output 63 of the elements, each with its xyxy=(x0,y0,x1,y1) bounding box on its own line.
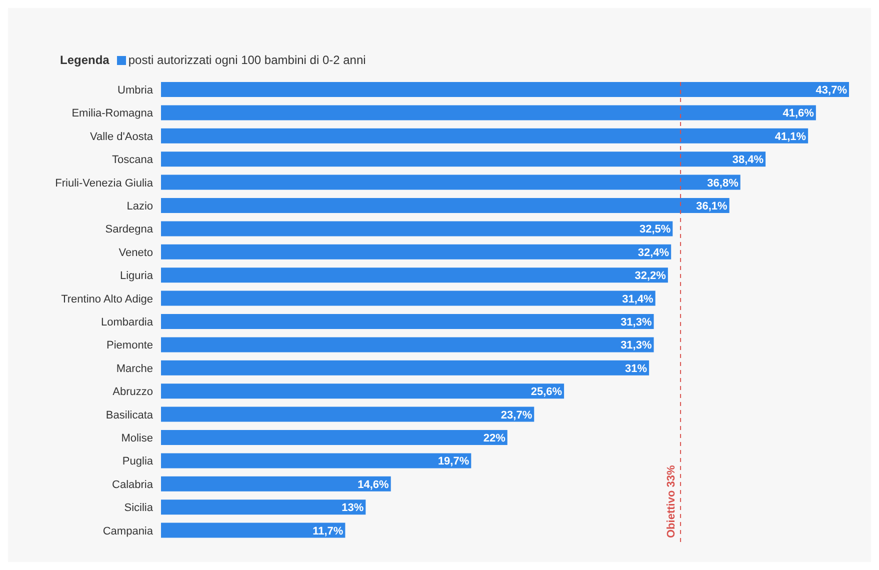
data-label: 32,2% xyxy=(634,270,666,282)
bar xyxy=(161,198,730,213)
bar xyxy=(161,174,740,190)
bar xyxy=(161,105,816,120)
y-tick-label: Molise xyxy=(121,432,153,445)
bar xyxy=(161,430,508,445)
bar xyxy=(161,82,849,97)
legend-label: posti autorizzati ogni 100 bambini di 0-2 anni xyxy=(128,53,366,67)
bar xyxy=(161,221,673,236)
bar xyxy=(161,500,366,515)
bar xyxy=(161,152,766,167)
data-label: 41,6% xyxy=(782,108,814,120)
bar xyxy=(161,476,391,492)
y-tick-label: Campania xyxy=(102,525,154,538)
y-tick-label: Trentino Alto Adige xyxy=(61,293,153,306)
data-label: 19,7% xyxy=(438,456,470,468)
y-tick-label: Calabria xyxy=(112,478,154,491)
bar xyxy=(161,384,564,399)
data-label: 31,3% xyxy=(620,316,652,328)
y-tick-label: Toscana xyxy=(112,154,154,166)
y-tick-label: Friuli-Venezia Giulia xyxy=(55,177,154,190)
data-label: 32,5% xyxy=(639,224,671,236)
y-tick-label: Abruzzo xyxy=(112,386,153,398)
bar xyxy=(161,406,534,422)
bar xyxy=(161,314,654,329)
data-label: 31% xyxy=(625,362,648,375)
y-tick-label: Valle d'Aosta xyxy=(90,130,154,143)
bar xyxy=(161,453,472,468)
y-tick-label: Basilicata xyxy=(106,409,154,422)
bar xyxy=(161,244,672,260)
bar xyxy=(161,337,654,352)
y-tick-label: Umbria xyxy=(118,84,154,97)
data-label: 14,6% xyxy=(358,478,390,491)
data-label: 41,1% xyxy=(774,130,806,143)
y-tick-label: Lombardia xyxy=(101,316,154,329)
y-tick-label: Lazio xyxy=(126,200,153,213)
data-label: 11,7% xyxy=(312,525,344,538)
data-label: 25,6% xyxy=(530,386,562,398)
y-tick-label: Liguria xyxy=(120,270,154,282)
data-label: 36,8% xyxy=(707,177,739,190)
bar xyxy=(161,522,346,538)
data-label: 31,3% xyxy=(620,340,652,352)
legend-title: Legenda xyxy=(60,53,110,67)
y-tick-label: Marche xyxy=(116,362,153,375)
y-tick-label: Sardegna xyxy=(105,224,154,236)
data-label: 13% xyxy=(342,502,364,514)
bar xyxy=(161,128,808,144)
y-tick-label: Puglia xyxy=(122,456,154,468)
bar xyxy=(161,290,656,306)
y-tick-label: Emilia-Romagna xyxy=(72,108,154,120)
bar xyxy=(161,360,650,376)
bar xyxy=(161,268,668,283)
data-label: 22% xyxy=(483,432,506,444)
ref-line-label: Obiettivo 33% xyxy=(666,465,678,538)
y-tick-label: Sicilia xyxy=(124,502,154,514)
data-label: 38,4% xyxy=(732,154,764,166)
data-label: 43,7% xyxy=(816,84,848,96)
data-label: 32,4% xyxy=(638,246,670,259)
y-tick-label: Veneto xyxy=(118,246,153,259)
y-tick-label: Piemonte xyxy=(106,340,153,352)
data-label: 23,7% xyxy=(500,409,532,422)
data-label: 36,1% xyxy=(696,200,728,212)
data-label: 31,4% xyxy=(622,293,654,306)
